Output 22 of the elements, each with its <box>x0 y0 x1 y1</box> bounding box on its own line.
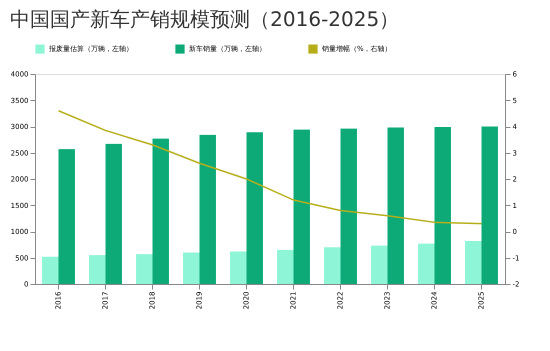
bar <box>136 254 152 284</box>
bar <box>230 251 246 284</box>
line-series <box>58 110 482 224</box>
bar <box>388 128 404 284</box>
bar <box>58 149 75 284</box>
bar <box>183 252 200 284</box>
bar <box>106 144 122 284</box>
bar <box>200 134 216 284</box>
bar <box>340 128 357 284</box>
bar <box>89 255 106 284</box>
bar <box>277 250 294 284</box>
bar <box>324 247 340 284</box>
bar <box>42 256 58 284</box>
bar <box>482 126 498 284</box>
bar <box>418 244 434 284</box>
bar <box>371 246 388 284</box>
bar <box>246 132 263 284</box>
bar <box>465 240 482 284</box>
bar <box>294 130 310 284</box>
chart-title: 中国国产新车产销规模预测（2016-2025） <box>10 7 400 31</box>
bar <box>434 127 451 284</box>
bar <box>152 138 169 284</box>
